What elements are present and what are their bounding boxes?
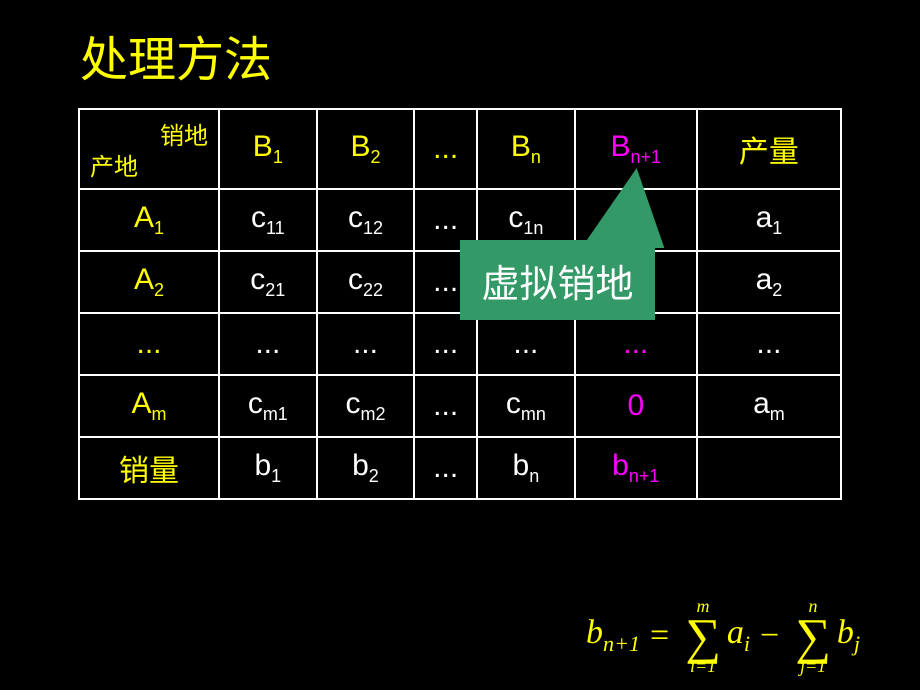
header-output: 产量 bbox=[697, 109, 841, 189]
header-bn: Bn bbox=[477, 109, 575, 189]
label-a2: A2 bbox=[79, 251, 219, 313]
footer-row: 销量 b1 b2 ... bn bn+1 bbox=[79, 437, 841, 499]
row-am: Am cm1 cm2 ... cmn 0 am bbox=[79, 375, 841, 437]
cell-dots-c1: ... bbox=[219, 313, 317, 375]
cell-dots-c6: ... bbox=[697, 313, 841, 375]
formula: bn+1 = m ∑ i=1 ai − n ∑ j=1 bj bbox=[586, 597, 860, 676]
row-dots: ... ... ... ... ... ... ... bbox=[79, 313, 841, 375]
header-row: 销地 产地 B1 B2 ... Bn Bn+1 产量 bbox=[79, 109, 841, 189]
footer-dots: ... bbox=[414, 437, 477, 499]
cell-cmn: cmn bbox=[477, 375, 575, 437]
cell-c22: c22 bbox=[317, 251, 415, 313]
cell-dots-c2: ... bbox=[317, 313, 415, 375]
footer-b2: b2 bbox=[317, 437, 415, 499]
cell-cm1: cm1 bbox=[219, 375, 317, 437]
cell-am: am bbox=[697, 375, 841, 437]
formula-term2: bj bbox=[837, 614, 860, 657]
formula-equals: = bbox=[650, 617, 669, 655]
cell-c21: c21 bbox=[219, 251, 317, 313]
footer-blank bbox=[697, 437, 841, 499]
cell-dots-c4: ... bbox=[477, 313, 575, 375]
cell-c11: c11 bbox=[219, 189, 317, 251]
header-dots: ... bbox=[414, 109, 477, 189]
formula-minus: − bbox=[760, 617, 779, 655]
slide-title: 处理方法 bbox=[80, 20, 272, 90]
cell-a2: a2 bbox=[697, 251, 841, 313]
header-b2: B2 bbox=[317, 109, 415, 189]
formula-lhs: bn+1 bbox=[586, 614, 640, 657]
footer-bn: bn bbox=[477, 437, 575, 499]
corner-top-label: 销地 bbox=[160, 116, 208, 151]
cell-c12: c12 bbox=[317, 189, 415, 251]
callout-label: 虚拟销地 bbox=[460, 240, 655, 320]
corner-bottom-label: 产地 bbox=[90, 147, 138, 182]
footer-bn1: bn+1 bbox=[575, 437, 697, 499]
label-dots: ... bbox=[79, 313, 219, 375]
cell-zero-rm: 0 bbox=[575, 375, 697, 437]
cell-dots-rm: ... bbox=[414, 375, 477, 437]
formula-sum1: m ∑ i=1 bbox=[685, 597, 721, 676]
cell-a1: a1 bbox=[697, 189, 841, 251]
footer-b1: b1 bbox=[219, 437, 317, 499]
corner-cell: 销地 产地 bbox=[79, 109, 219, 189]
header-b1: B1 bbox=[219, 109, 317, 189]
label-am: Am bbox=[79, 375, 219, 437]
formula-sum2: n ∑ j=1 bbox=[795, 597, 831, 676]
label-a1: A1 bbox=[79, 189, 219, 251]
formula-term1: ai bbox=[727, 614, 750, 657]
footer-label: 销量 bbox=[79, 437, 219, 499]
cell-cm2: cm2 bbox=[317, 375, 415, 437]
cell-dots-c3: ... bbox=[414, 313, 477, 375]
cell-dots-c5: ... bbox=[575, 313, 697, 375]
